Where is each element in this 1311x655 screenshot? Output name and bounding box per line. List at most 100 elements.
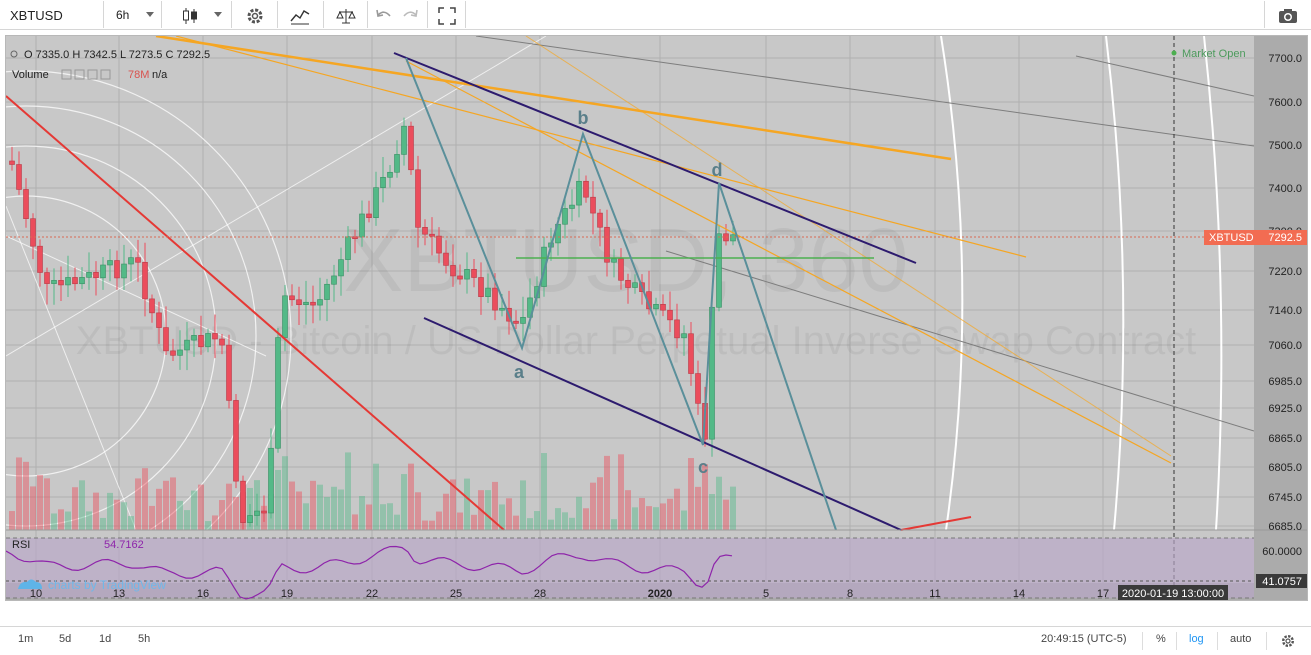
indicators-button[interactable] [278, 1, 324, 28]
candle-body [618, 258, 624, 281]
candle-body [177, 349, 183, 356]
candle-body [240, 480, 246, 523]
candle-body [261, 510, 267, 514]
candle-body [16, 164, 22, 190]
time-tick-label: 8 [847, 588, 853, 600]
volume-bar [58, 509, 64, 530]
more-icon[interactable] [100, 69, 111, 80]
candle-body [660, 303, 666, 311]
compare-button[interactable] [324, 1, 368, 28]
price-candles [9, 117, 736, 530]
time-axis[interactable]: 10 13 16 19 22 25 28 2020 5 8 11 14 17 [30, 588, 1109, 600]
divider [1176, 632, 1177, 650]
volume-bar [541, 453, 547, 530]
volume-bar [289, 481, 295, 530]
volume-bar [422, 520, 428, 530]
volume-bar [653, 507, 659, 530]
candle-body [128, 257, 134, 265]
price-axis[interactable]: 7700.07600.07500.07400.07300.07220.07140… [1268, 53, 1302, 533]
volume-bar [149, 505, 155, 530]
candle-body [653, 303, 659, 310]
interval-label: 6h [116, 8, 130, 22]
snapshot-button[interactable] [1264, 1, 1311, 28]
gear-icon[interactable] [1280, 633, 1296, 649]
price-tick-label: 6805.0 [1268, 462, 1302, 474]
candle-body [86, 272, 92, 278]
candle-body [492, 287, 498, 311]
volume-bar [408, 463, 414, 530]
volume-bar [128, 516, 134, 530]
candle-body [317, 299, 323, 306]
symbol-search[interactable]: XBTUSD [0, 1, 104, 28]
fullscreen-button[interactable] [428, 1, 466, 28]
volume-bar [373, 463, 379, 530]
candle-body [156, 312, 162, 328]
range-5h[interactable]: 5h [138, 633, 151, 645]
price-chart[interactable]: XBTUSD, 360 XBTUSD - Bitcoin / US Dollar… [6, 36, 1308, 601]
volume-bar [597, 477, 603, 530]
redo-icon[interactable] [400, 6, 420, 26]
volume-bar [443, 493, 449, 530]
rsi-value-badge [1256, 574, 1307, 588]
gear-icon[interactable] [74, 69, 85, 80]
range-5d[interactable]: 5d [59, 633, 72, 645]
ohlc-legend: O 7335.0 H 7342.5 L 7273.5 C 7292.5 [24, 49, 210, 61]
range-1d[interactable]: 1d [99, 633, 112, 645]
price-tick-label: 7500.0 [1268, 140, 1302, 152]
candle-body [184, 339, 190, 351]
pattern-label-a: a [514, 362, 525, 382]
volume-bar [198, 484, 204, 530]
volume-bar [639, 498, 645, 530]
candle-body [366, 213, 372, 218]
interval-selector[interactable]: 6h [104, 1, 162, 28]
auto-toggle[interactable]: auto [1230, 633, 1252, 645]
close-icon[interactable] [87, 69, 98, 80]
volume-bar [37, 475, 43, 530]
volume-bar [513, 515, 519, 530]
candle-body [576, 180, 582, 206]
candle-body [541, 246, 547, 287]
eye-icon[interactable] [61, 69, 72, 80]
candle-body [289, 295, 295, 301]
indicators-icon [290, 10, 310, 25]
log-toggle[interactable]: log [1189, 633, 1204, 645]
volume-bar [345, 452, 351, 530]
tradingview-logo[interactable]: charts by TradingView [18, 578, 166, 592]
candle-body [107, 260, 113, 266]
time-tick-label: 2020 [648, 588, 672, 600]
volume-bar [107, 492, 113, 530]
candle-body [23, 189, 29, 219]
undo-icon[interactable] [374, 6, 394, 26]
volume-bar [394, 514, 400, 530]
volume-bar [44, 478, 50, 530]
candle-body [611, 258, 617, 263]
candle-body [219, 338, 225, 346]
abcd-pattern [405, 57, 837, 531]
candle-body [121, 263, 127, 279]
candle-body [569, 204, 575, 209]
volume-bar [184, 510, 190, 530]
candle-body [135, 257, 141, 263]
time-tick-label: 28 [534, 588, 546, 600]
time-tick-label: 16 [197, 588, 209, 600]
volume-bar [282, 456, 288, 530]
pattern-label-b: b [578, 108, 589, 128]
candle-body [324, 283, 330, 300]
volume-bar [674, 488, 680, 530]
settings-button[interactable] [232, 1, 278, 28]
chart-style-button[interactable] [162, 1, 232, 28]
volume-bar [590, 482, 596, 530]
candle-body [191, 335, 197, 341]
percent-toggle[interactable]: % [1156, 633, 1166, 645]
price-tick-label: 6865.0 [1268, 433, 1302, 445]
range-1m[interactable]: 1m [18, 633, 34, 645]
volume-bar [72, 487, 78, 530]
candle-body [562, 208, 568, 225]
price-tick-label: 7600.0 [1268, 97, 1302, 109]
candle-body [597, 212, 603, 228]
time-tick-label: 5 [763, 588, 769, 600]
chart-area[interactable]: XBTUSD, 360 XBTUSD - Bitcoin / US Dollar… [5, 35, 1308, 601]
volume-bar [702, 464, 708, 530]
volume-bar [723, 499, 729, 530]
legend-collapse-icon[interactable] [10, 50, 18, 58]
